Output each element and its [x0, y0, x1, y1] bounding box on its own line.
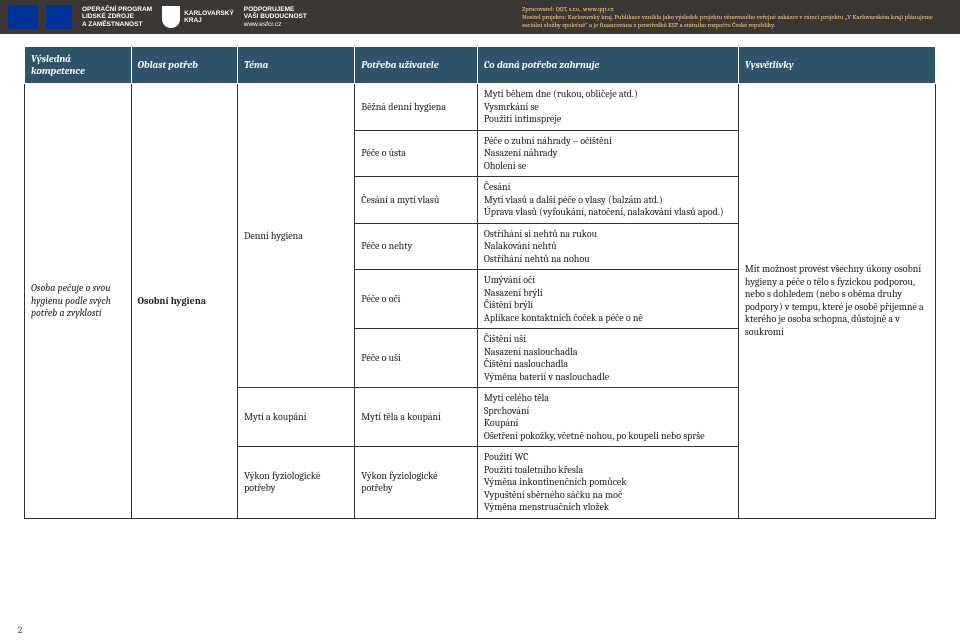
header-logos: [8, 5, 72, 29]
disclaimer-block: Zpracovatel: QQT, s.r.o., www.qqt.cz Nos…: [522, 5, 952, 29]
esf-logo-icon: [8, 5, 38, 29]
support-line3: www.esfcr.cz: [244, 21, 307, 28]
th-tema: Téma: [238, 47, 355, 84]
kv-line2: KRAJ: [184, 17, 234, 24]
cell-zahrnuje: Čištění ušíNasazení naslouchadlaČištění …: [477, 329, 738, 388]
program-block: OPERAČNÍ PROGRAM LIDSKÉ ZDROJE A ZAMĚSTN…: [82, 6, 152, 27]
support-block: PODPORUJEME VAŠI BUDOUCNOST www.esfcr.cz: [244, 6, 307, 27]
kv-logo-block: KARLOVARSKÝ KRAJ: [162, 6, 234, 28]
eu-flag-icon: [46, 5, 72, 29]
cell-potreba: Běžná denní hygiena: [355, 84, 478, 131]
support-line2: VAŠI BUDOUCNOST: [244, 13, 307, 20]
cell-zahrnuje: Péče o zubní náhrady – očištěníNasazení …: [477, 130, 738, 177]
th-oblast: Oblast potřeb: [131, 47, 238, 84]
table-row: Osoba pečuje o svou hygienu podle svých …: [25, 84, 936, 131]
th-kompetence: Výsledná kompetence: [25, 47, 132, 84]
cell-potreba: Péče o oči: [355, 270, 478, 329]
th-vysvetlivky: Vysvětlivky: [738, 47, 935, 84]
cell-potreba: Péče o uši: [355, 329, 478, 388]
cell-potreba: Výkon fyziologické potřeby: [355, 447, 478, 519]
cell-zahrnuje: Umývání očíNasazení brýlíČištění brýlíAp…: [477, 270, 738, 329]
cell-potreba: Péče o ústa: [355, 130, 478, 177]
cell-potreba: Česání a mytí vlasů: [355, 177, 478, 224]
cell-zahrnuje: Použití WCPoužití toaletního křeslaVýměn…: [477, 447, 738, 519]
cell-kompetence: Osoba pečuje o svou hygienu podle svých …: [25, 84, 132, 519]
kv-text: KARLOVARSKÝ KRAJ: [184, 10, 234, 24]
cell-zahrnuje: Mytí během dne (rukou, obličeje atd.)Vys…: [477, 84, 738, 131]
cell-potreba: Mytí těla a koupání: [355, 388, 478, 447]
header-bar: OPERAČNÍ PROGRAM LIDSKÉ ZDROJE A ZAMĚSTN…: [0, 0, 960, 34]
th-potreba: Potřeba uživatele: [355, 47, 478, 84]
cell-zahrnuje: Ostříhání si nehtů na rukouNalakování ne…: [477, 223, 738, 270]
th-zahrnuje: Co daná potřeba zahrnuje: [477, 47, 738, 84]
kv-line1: KARLOVARSKÝ: [184, 10, 234, 17]
table-header-row: Výsledná kompetence Oblast potřeb Téma P…: [25, 47, 936, 84]
cell-tema-denni: Denní hygiena: [238, 84, 355, 388]
disclaimer-line2: Nositel projektu: Karlovarský kraj. Publ…: [522, 13, 952, 29]
table-wrapper: Výsledná kompetence Oblast potřeb Téma P…: [0, 34, 960, 523]
cell-tema-fyz: Výkon fyziologické potřeby: [238, 447, 355, 519]
cell-potreba: Péče o nehty: [355, 223, 478, 270]
program-line3: A ZAMĚSTNANOST: [82, 21, 152, 28]
program-line2: LIDSKÉ ZDROJE: [82, 13, 152, 20]
disclaimer-line1: Zpracovatel: QQT, s.r.o., www.qqt.cz: [522, 5, 952, 13]
kv-shield-icon: [162, 6, 180, 28]
cell-zahrnuje: Mytí celého tělaSprchováníKoupáníOšetřen…: [477, 388, 738, 447]
cell-oblast: Osobní hygiena: [131, 84, 238, 519]
cell-zahrnuje: ČesáníMytí vlasů a další péče o vlasy (b…: [477, 177, 738, 224]
needs-table: Výsledná kompetence Oblast potřeb Téma P…: [24, 46, 936, 519]
page-number: 2: [18, 626, 22, 636]
cell-vysvetlivky: Mít možnost provést všechny úkony osobní…: [738, 84, 935, 519]
page-root: { "header": { "esf_block1_line1": "OPERA…: [0, 0, 960, 640]
cell-tema-myti: Mytí a koupání: [238, 388, 355, 447]
